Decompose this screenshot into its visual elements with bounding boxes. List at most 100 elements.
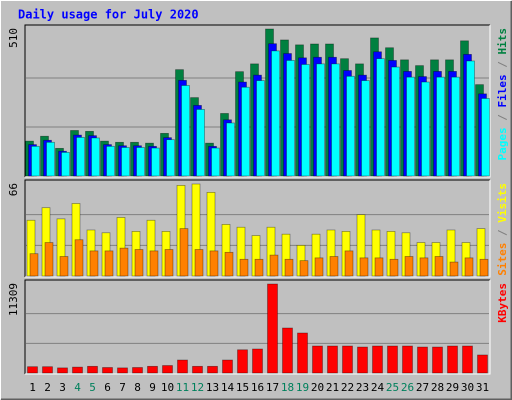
x-tick-label: 25 xyxy=(386,381,399,394)
bar xyxy=(149,250,159,277)
bar xyxy=(434,256,444,277)
panel-border-dark xyxy=(24,24,490,177)
bar xyxy=(267,283,278,374)
x-tick-label: 20 xyxy=(311,381,324,394)
bar xyxy=(359,257,369,277)
bar xyxy=(376,58,385,177)
bar xyxy=(299,260,309,277)
panel-border-dark xyxy=(24,279,490,374)
x-tick-label: 17 xyxy=(266,381,279,394)
bar xyxy=(462,345,473,374)
bar xyxy=(57,367,68,374)
bar xyxy=(344,250,354,277)
bar xyxy=(164,249,174,277)
bar xyxy=(76,137,85,177)
bar xyxy=(207,365,218,374)
bar xyxy=(132,367,143,374)
panel-border-light xyxy=(25,180,491,278)
bar xyxy=(447,345,458,374)
legend-entry: Visits xyxy=(496,183,509,223)
bar xyxy=(432,346,443,374)
legend-entry: Files xyxy=(496,74,509,107)
bar xyxy=(194,249,204,277)
legend: Pages / Files / Hits xyxy=(496,28,509,161)
bar xyxy=(211,147,220,177)
bar xyxy=(72,366,83,374)
bar xyxy=(406,76,415,177)
legend-separator: / xyxy=(496,223,509,243)
x-tick-label: 23 xyxy=(356,381,369,394)
bar xyxy=(42,366,53,374)
x-tick-label: 6 xyxy=(104,381,111,394)
bar xyxy=(419,257,429,277)
x-tick-label: 27 xyxy=(416,381,429,394)
bar xyxy=(87,365,98,374)
bar xyxy=(389,258,399,277)
bar xyxy=(342,345,353,374)
y-tick-label: 66 xyxy=(7,183,20,196)
bar xyxy=(252,348,263,374)
bar xyxy=(271,50,280,177)
bar xyxy=(329,256,339,277)
bar xyxy=(449,261,459,277)
legend-entry: Hits xyxy=(496,28,509,55)
bar xyxy=(417,346,428,374)
bar xyxy=(44,242,54,277)
x-tick-label: 12 xyxy=(191,381,204,394)
bar xyxy=(239,258,249,277)
bar xyxy=(374,257,384,277)
bar xyxy=(89,250,99,277)
bar xyxy=(106,145,115,177)
bar xyxy=(177,359,188,374)
bar xyxy=(404,256,414,277)
bar xyxy=(481,98,490,177)
bar xyxy=(241,86,250,177)
bar xyxy=(104,250,114,277)
bar xyxy=(391,66,400,177)
bar xyxy=(301,64,310,177)
bar xyxy=(59,256,69,277)
x-tick-label: 15 xyxy=(236,381,249,394)
legend: KBytes xyxy=(496,283,509,323)
bar xyxy=(179,228,189,277)
x-tick-label: 8 xyxy=(134,381,141,394)
bar xyxy=(286,60,295,177)
y-tick-label: 510 xyxy=(7,28,20,48)
bar xyxy=(297,332,308,374)
x-tick-label: 9 xyxy=(149,381,156,394)
bar xyxy=(61,152,70,177)
bar xyxy=(312,345,323,374)
bar xyxy=(136,147,145,177)
bar xyxy=(282,327,293,374)
x-tick-label: 2 xyxy=(44,381,51,394)
panel-border-light xyxy=(25,280,491,375)
bar xyxy=(269,254,279,277)
x-tick-label: 31 xyxy=(476,381,489,394)
bar xyxy=(31,145,40,177)
legend-entry: Pages xyxy=(496,127,509,160)
x-tick-label: 1 xyxy=(29,381,36,394)
bar xyxy=(119,247,129,277)
bar xyxy=(477,354,488,374)
bar xyxy=(224,251,234,277)
x-tick-label: 30 xyxy=(461,381,474,394)
bar xyxy=(464,257,474,277)
bar xyxy=(91,137,100,177)
x-tick-label: 22 xyxy=(341,381,354,394)
legend-separator: / xyxy=(496,108,509,128)
bar xyxy=(479,258,489,277)
bar xyxy=(237,349,248,374)
x-tick-label: 7 xyxy=(119,381,126,394)
bar xyxy=(451,76,460,177)
x-tick-label: 10 xyxy=(161,381,174,394)
bar xyxy=(357,346,368,374)
bar xyxy=(147,365,158,374)
panel-border-dark xyxy=(24,179,490,277)
bar xyxy=(421,81,430,177)
x-tick-label: 26 xyxy=(401,381,414,394)
bar xyxy=(162,365,173,374)
bar xyxy=(134,249,144,277)
x-tick-label: 4 xyxy=(74,381,81,394)
